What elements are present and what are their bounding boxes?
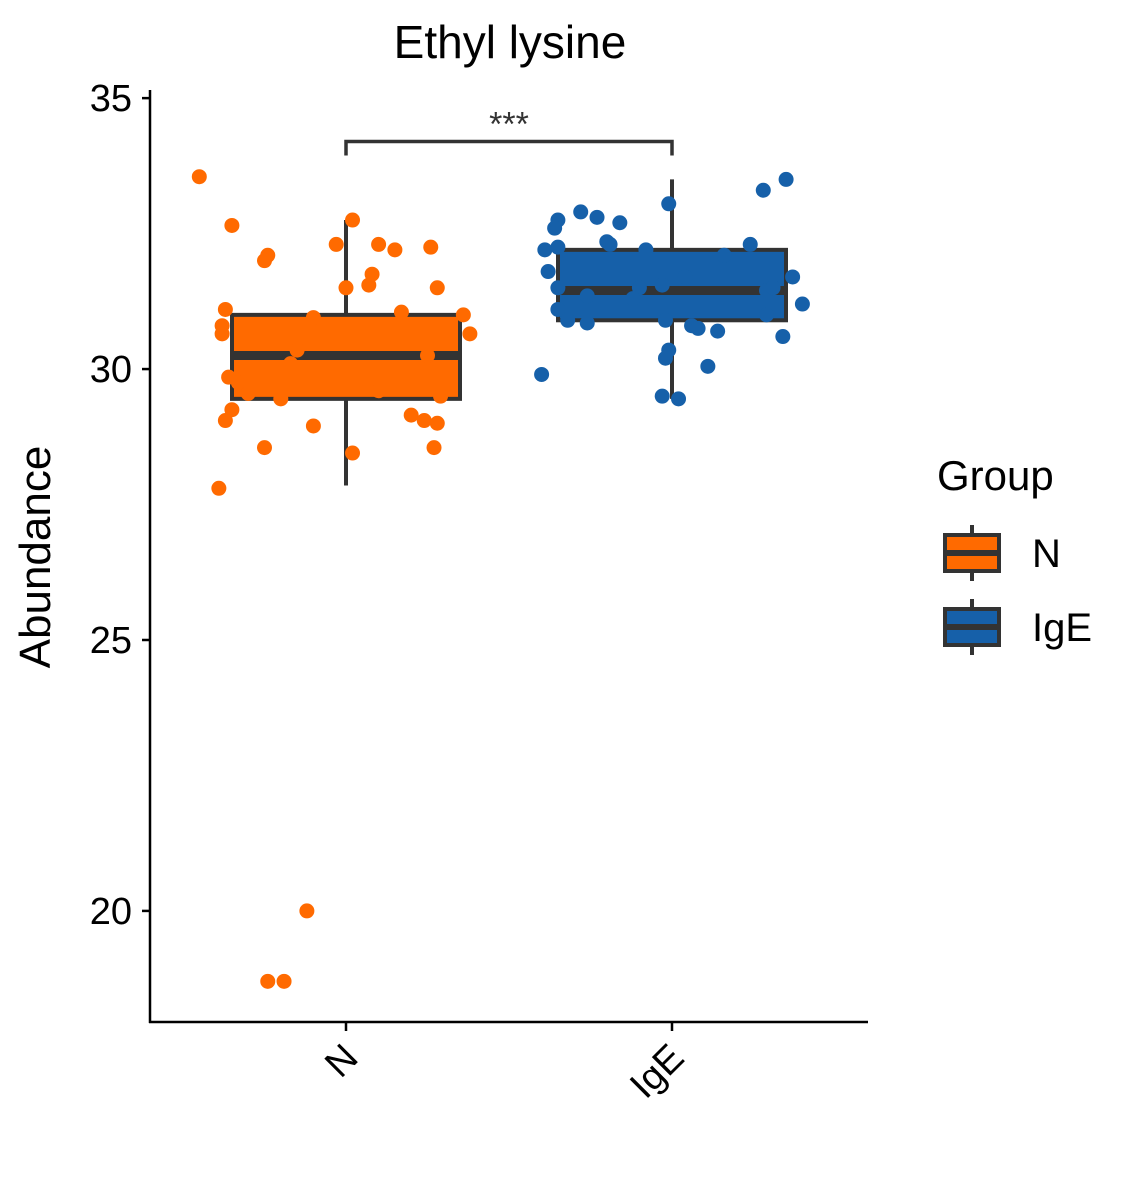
data-point-IgE — [765, 280, 781, 296]
data-point-IgE — [677, 269, 693, 285]
data-point-N — [429, 415, 445, 431]
legend-entry-N: N — [943, 525, 1061, 581]
significance-bracket: *** — [344, 105, 674, 156]
data-point-IgE — [589, 209, 605, 225]
data-point-IgE — [710, 323, 726, 339]
data-point-IgE — [654, 277, 670, 293]
axes: 20 25 30 35 N IgE — [90, 78, 868, 1107]
chart-title: Ethyl lysine — [394, 16, 627, 68]
data-point-N — [371, 383, 387, 399]
data-point-IgE — [671, 391, 687, 407]
data-point-IgE — [547, 220, 563, 236]
legend-entry-IgE: IgE — [943, 599, 1092, 655]
data-point-IgE — [657, 350, 673, 366]
data-point-IgE — [700, 358, 716, 374]
data-point-IgE — [654, 388, 670, 404]
data-point-N — [420, 348, 435, 364]
data-point-N — [240, 385, 256, 401]
data-point-N — [371, 236, 387, 252]
data-point-N — [462, 326, 478, 342]
data-point-N — [455, 307, 471, 323]
y-axis-label: Abundance — [11, 446, 60, 669]
data-point-IgE — [560, 312, 576, 328]
data-point-IgE — [778, 171, 794, 187]
data-point-IgE — [716, 247, 732, 263]
legend: Group N IgE — [937, 452, 1092, 655]
y-tick-label: 25 — [90, 620, 132, 662]
data-point-N — [393, 304, 409, 320]
data-point-N — [257, 253, 272, 269]
data-point-IgE — [661, 196, 677, 212]
data-point-IgE — [775, 329, 791, 345]
data-point-N — [224, 217, 240, 233]
data-point-N — [273, 391, 289, 407]
legend-title: Group — [937, 452, 1054, 499]
y-tick-label: 20 — [90, 891, 132, 933]
data-point-IgE — [537, 242, 553, 258]
data-point-N — [423, 239, 439, 255]
data-point-N — [217, 413, 233, 429]
data-point-N — [416, 413, 432, 429]
data-point-IgE — [625, 291, 641, 307]
data-point-IgE — [550, 301, 566, 317]
data-point-N — [299, 903, 315, 919]
data-point-IgE — [540, 264, 556, 280]
data-point-N — [211, 480, 227, 496]
data-point-N — [305, 418, 321, 434]
data-point-IgE — [534, 366, 550, 382]
significance-label: *** — [489, 105, 529, 143]
box-body — [556, 247, 788, 323]
data-point-IgE — [550, 239, 566, 255]
data-point-N — [328, 236, 344, 252]
data-point-N — [276, 973, 292, 989]
data-point-IgE — [759, 307, 775, 323]
data-point-IgE — [573, 204, 589, 220]
legend-label: IgE — [1032, 606, 1092, 650]
y-tick-label: 30 — [90, 349, 132, 391]
data-point-IgE — [742, 236, 758, 252]
data-point-IgE — [638, 242, 654, 258]
data-points — [191, 169, 810, 989]
data-point-N — [305, 310, 321, 326]
data-point-N — [338, 280, 354, 296]
x-tick-label: IgE — [622, 1037, 692, 1107]
data-point-IgE — [612, 215, 628, 231]
data-point-N — [224, 402, 240, 418]
data-point-N — [191, 169, 207, 185]
data-point-N — [429, 280, 445, 296]
data-point-N — [403, 407, 419, 423]
data-point-IgE — [631, 280, 647, 296]
y-tick-label: 35 — [90, 78, 132, 120]
x-tick-label: N — [317, 1037, 366, 1086]
data-point-IgE — [579, 315, 595, 331]
legend-label: N — [1032, 532, 1061, 576]
data-point-N — [387, 242, 403, 258]
data-point-IgE — [579, 288, 595, 304]
data-point-N — [361, 277, 377, 293]
data-point-IgE — [550, 280, 566, 296]
data-point-N — [283, 356, 299, 372]
data-point-N — [289, 342, 305, 358]
data-point-IgE — [599, 234, 615, 250]
data-point-IgE — [690, 320, 706, 336]
significance-line — [344, 139, 674, 156]
data-point-N — [217, 301, 233, 317]
data-point-N — [257, 440, 272, 456]
data-point-N — [426, 440, 442, 456]
data-point-IgE — [794, 296, 810, 312]
data-point-N — [230, 375, 246, 391]
data-point-IgE — [657, 312, 673, 328]
data-point-N — [345, 445, 361, 461]
data-point-N — [433, 388, 449, 404]
data-point-IgE — [785, 269, 801, 285]
data-point-N — [260, 973, 276, 989]
data-point-N — [345, 212, 361, 228]
data-point-IgE — [755, 182, 771, 198]
data-point-N — [214, 326, 230, 342]
